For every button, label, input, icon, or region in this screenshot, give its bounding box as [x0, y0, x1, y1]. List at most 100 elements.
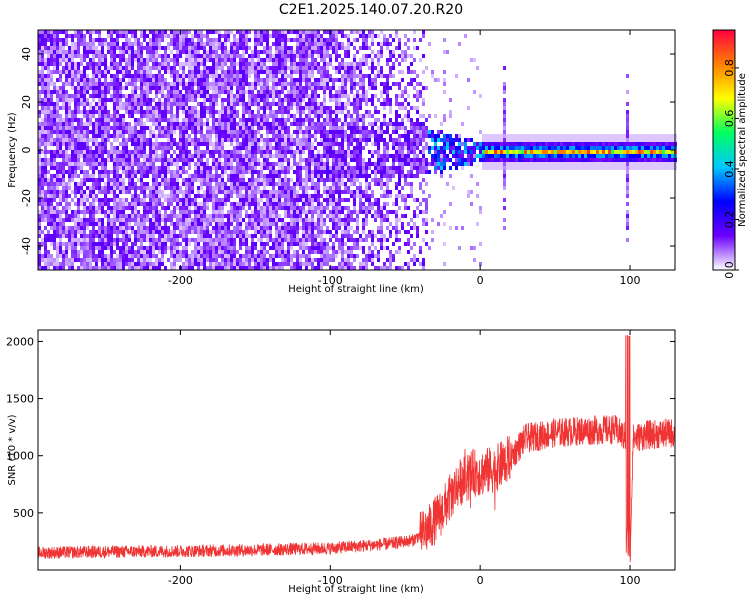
- spectrogram-cell: [212, 266, 215, 270]
- spectrogram-cell: [323, 242, 326, 246]
- spectrogram-cell: [56, 110, 59, 114]
- spectrogram-cell: [107, 258, 110, 262]
- spectrogram-cell: [305, 202, 308, 206]
- spectrogram-cell: [194, 218, 197, 222]
- spectrogram-cell: [221, 178, 224, 182]
- spectrogram-cell: [86, 250, 89, 254]
- spectrogram-cell: [284, 122, 287, 126]
- spectrogram-cell: [263, 158, 266, 162]
- spectrogram-cell: [116, 206, 119, 210]
- spectrogram-cell: [317, 106, 320, 110]
- spectrogram-cell: [50, 78, 53, 82]
- spectrogram-cell: [164, 118, 167, 122]
- spectrogram-cell: [287, 102, 290, 106]
- spectrogram-cell: [272, 82, 275, 86]
- spectrogram-cell: [227, 250, 230, 254]
- spectrogram-cell: [269, 190, 272, 194]
- spectrogram-cell: [251, 202, 254, 206]
- spectrogram-cell: [269, 34, 272, 38]
- spectrogram-cell: [209, 30, 212, 34]
- spectrogram-cell: [245, 138, 248, 142]
- spectrogram-cell: [260, 226, 263, 230]
- spectrogram-cell: [245, 250, 248, 254]
- spectrogram-cell: [218, 58, 221, 62]
- spectrogram-cell: [206, 34, 209, 38]
- spectrogram-cell: [308, 62, 311, 66]
- spectrogram-cell: [113, 258, 116, 262]
- spectrogram-cell: [161, 90, 164, 94]
- spectrogram-cell: [131, 42, 134, 46]
- spectrogram-cell: [182, 74, 185, 78]
- spectrogram-cell: [245, 126, 248, 130]
- spectrogram-cell: [53, 70, 56, 74]
- spectrogram-cell: [302, 30, 305, 34]
- spectrogram-cell: [95, 106, 98, 110]
- spectrogram-cell: [269, 194, 272, 198]
- spectrogram-cell: [134, 90, 137, 94]
- spectrogram-cell: [218, 46, 221, 50]
- spectrogram-cell: [173, 142, 176, 146]
- spectrogram-cell: [92, 110, 95, 114]
- spectrogram-cell: [134, 254, 137, 258]
- spectrogram-cell: [89, 62, 92, 66]
- spectrogram-cell: [299, 54, 302, 58]
- spectrogram-cell: [260, 30, 263, 34]
- spectrogram-cell: [230, 246, 233, 250]
- spectrogram-cell: [170, 194, 173, 198]
- spectrogram-cell: [41, 190, 44, 194]
- spectrogram-cell: [242, 106, 245, 110]
- spectrogram-cell: [65, 162, 68, 166]
- spectrogram-cell: [65, 150, 68, 154]
- spectrogram-cell: [311, 206, 314, 210]
- spectrogram-cell: [47, 238, 50, 242]
- spectrogram-cell: [110, 210, 113, 214]
- spectrogram-cell: [158, 114, 161, 118]
- spectrogram-cell: [167, 206, 170, 210]
- spectrogram-cell: [50, 142, 53, 146]
- spectrogram-cell: [137, 150, 140, 154]
- spectrogram-cell: [191, 82, 194, 86]
- spectrogram-cell: [59, 94, 62, 98]
- spectrogram-cell: [140, 238, 143, 242]
- spectrogram-cell: [161, 230, 164, 234]
- spectrogram-cell: [284, 46, 287, 50]
- spectrogram-cell: [59, 166, 62, 170]
- spectrogram-cell: [314, 186, 317, 190]
- spectrogram-cell: [200, 102, 203, 106]
- spectrogram-cell: [191, 38, 194, 42]
- spectrogram-cell: [236, 174, 239, 178]
- spectrogram-cell: [92, 222, 95, 226]
- spectrogram-cell: [215, 90, 218, 94]
- spectrogram-cell: [200, 86, 203, 90]
- spectrogram-cell: [197, 142, 200, 146]
- spectrogram-cell: [311, 222, 314, 226]
- spectrogram-cell: [260, 82, 263, 86]
- spectrogram-cell: [89, 174, 92, 178]
- spectrogram-cell: [296, 38, 299, 42]
- spectrogram-cell: [278, 62, 281, 66]
- spectrogram-cell: [308, 118, 311, 122]
- spectrogram-cell: [65, 138, 68, 142]
- spectrogram-cell: [164, 98, 167, 102]
- spectrogram-cell: [152, 146, 155, 150]
- spectrogram-cell: [137, 142, 140, 146]
- spectrogram-cell: [209, 154, 212, 158]
- spectrogram-cell: [50, 126, 53, 130]
- spectrogram-cell: [92, 62, 95, 66]
- spectrogram-cell: [290, 146, 293, 150]
- spectrogram-cell: [299, 242, 302, 246]
- spectrogram-cell: [122, 266, 125, 270]
- spectrogram-cell: [194, 258, 197, 262]
- spectrogram-cell: [182, 106, 185, 110]
- spectrogram-cell: [203, 102, 206, 106]
- spectrogram-cell: [242, 46, 245, 50]
- spectrogram-cell: [245, 118, 248, 122]
- spectrogram-cell: [191, 202, 194, 206]
- spectrogram-cell: [281, 34, 284, 38]
- spectrogram-cell: [275, 138, 278, 142]
- spectrogram-cell: [113, 138, 116, 142]
- spectrogram-cell: [236, 38, 239, 42]
- spectrogram-cell: [194, 46, 197, 50]
- spectrogram-cell: [185, 62, 188, 66]
- spectrogram-cell: [41, 258, 44, 262]
